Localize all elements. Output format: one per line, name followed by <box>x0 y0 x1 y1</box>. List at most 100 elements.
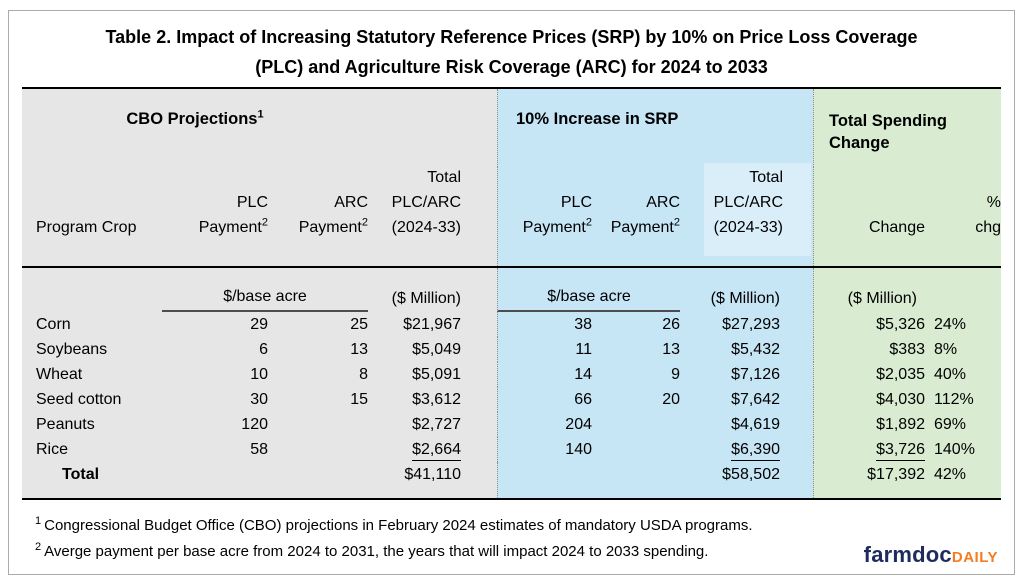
col-header-program-crop: Program Crop <box>22 167 162 266</box>
section-cbo-header: CBO Projections1 <box>22 89 497 167</box>
value-cell: 8% <box>930 337 1001 362</box>
total-value-cell: $58,502 <box>680 462 813 498</box>
table-header: CBO Projections1 10% Increase in SRP Tot… <box>22 89 1001 266</box>
value-cell: $5,326 <box>813 312 930 337</box>
col-header-cbo-plc: PLC Payment2 <box>162 167 268 266</box>
value-cell: 204 <box>497 412 592 437</box>
footnote-ref-2: 2 <box>261 216 268 229</box>
crop-name-cell: Wheat <box>22 362 162 387</box>
total-row-label: Total <box>22 462 162 498</box>
value-cell: $2,664 <box>368 437 497 462</box>
table-title: Table 2. Impact of Increasing Statutory … <box>9 22 1014 82</box>
value-cell: $5,432 <box>680 337 813 362</box>
value-cell: 9 <box>592 362 680 387</box>
col-header-cbo-total: Total PLC/ARC (2024-33) <box>368 167 497 266</box>
col-header-srp-total: Total PLC/ARC (2024-33) <box>680 163 813 266</box>
section-srp-title: 10% Increase in SRP <box>497 89 813 167</box>
footnote-ref-2: 2 <box>673 216 680 229</box>
col-header-cbo-arc: ARC Payment2 <box>268 167 368 266</box>
value-cell: $7,126 <box>680 362 813 387</box>
value-cell: 40% <box>930 362 1001 387</box>
col-header-pct-chg: % chg <box>930 167 1001 266</box>
highlighted-total-column-header: Total PLC/ARC (2024-33) <box>703 163 811 256</box>
empty-cell <box>268 462 368 498</box>
value-cell: $3,612 <box>368 387 497 412</box>
value-cell: 26 <box>592 312 680 337</box>
footnote-2: 2 Averge payment per base acre from 2024 … <box>35 541 709 561</box>
footnote-ref-2: 2 <box>585 216 592 229</box>
logo-farmdoc-text: farmdoc <box>863 542 952 567</box>
value-cell: 140 <box>497 437 592 462</box>
value-cell: 8 <box>268 362 368 387</box>
units-cbo-million: ($ Million) <box>368 268 497 312</box>
col-header-srp-plc: PLC Payment2 <box>497 167 592 266</box>
crop-name-cell: Soybeans <box>22 337 162 362</box>
footnote-ref-2: 2 <box>361 216 368 229</box>
section-change-title: Total Spending Change <box>813 89 1001 167</box>
value-cell: $21,967 <box>368 312 497 337</box>
value-cell: 38 <box>497 312 592 337</box>
value-cell <box>268 437 368 462</box>
data-table: CBO Projections1 10% Increase in SRP Tot… <box>22 87 1001 500</box>
empty-cell <box>162 462 268 498</box>
table-title-line2: (PLC) and Agriculture Risk Coverage (ARC… <box>255 57 768 77</box>
empty-cell <box>497 462 592 498</box>
section-cbo-title: CBO Projections1 <box>126 108 264 128</box>
footnote-1: 1 Congressional Budget Office (CBO) proje… <box>35 515 753 535</box>
value-cell: 30 <box>162 387 268 412</box>
total-value-cell: 42% <box>930 462 1001 498</box>
value-cell: $27,293 <box>680 312 813 337</box>
value-cell: $2,727 <box>368 412 497 437</box>
value-cell: 66 <box>497 387 592 412</box>
value-cell: 29 <box>162 312 268 337</box>
table-body: $/base acre ($ Million) $/base acre ($ M… <box>22 266 1001 498</box>
value-cell: 15 <box>268 387 368 412</box>
value-cell <box>592 412 680 437</box>
table-title-line1: Table 2. Impact of Increasing Statutory … <box>105 27 918 47</box>
value-cell: 24% <box>930 312 1001 337</box>
crop-name-cell: Corn <box>22 312 162 337</box>
empty-cell <box>592 462 680 498</box>
total-value-cell: $17,392 <box>813 462 930 498</box>
value-cell: 10 <box>162 362 268 387</box>
value-cell: 140% <box>930 437 1001 462</box>
value-cell: $383 <box>813 337 930 362</box>
value-cell: 25 <box>268 312 368 337</box>
value-cell: $3,726 <box>813 437 930 462</box>
value-cell: $1,892 <box>813 412 930 437</box>
value-cell <box>592 437 680 462</box>
logo-daily-text: DAILY <box>951 549 998 566</box>
units-cbo-base-acre: $/base acre <box>162 268 368 312</box>
value-cell: $7,642 <box>680 387 813 412</box>
value-cell: 13 <box>592 337 680 362</box>
crop-name-cell: Seed cotton <box>22 387 162 412</box>
col-header-srp-arc: ARC Payment2 <box>592 167 680 266</box>
units-srp-base-acre: $/base acre <box>497 268 680 312</box>
value-cell: $6,390 <box>680 437 813 462</box>
value-cell: 112% <box>930 387 1001 412</box>
value-cell: $5,049 <box>368 337 497 362</box>
value-cell: $2,035 <box>813 362 930 387</box>
units-srp-million: ($ Million) <box>680 268 813 312</box>
value-cell <box>268 412 368 437</box>
table-figure: Table 2. Impact of Increasing Statutory … <box>8 10 1015 575</box>
value-cell: 6 <box>162 337 268 362</box>
value-cell: 69% <box>930 412 1001 437</box>
value-cell: $4,619 <box>680 412 813 437</box>
value-cell: 20 <box>592 387 680 412</box>
value-cell: $5,091 <box>368 362 497 387</box>
value-cell: 58 <box>162 437 268 462</box>
units-row-spacer <box>22 268 162 312</box>
value-cell: 14 <box>497 362 592 387</box>
value-cell: 13 <box>268 337 368 362</box>
col-header-change: Change <box>813 167 930 266</box>
crop-name-cell: Rice <box>22 437 162 462</box>
total-value-cell: $41,110 <box>368 462 497 498</box>
crop-name-cell: Peanuts <box>22 412 162 437</box>
value-cell: 120 <box>162 412 268 437</box>
footnotes: 1 Congressional Budget Office (CBO) proje… <box>35 513 753 565</box>
units-change-million: ($ Million) <box>813 268 930 312</box>
footnote-ref-1: 1 <box>257 108 264 121</box>
units-row-spacer <box>930 268 1001 312</box>
